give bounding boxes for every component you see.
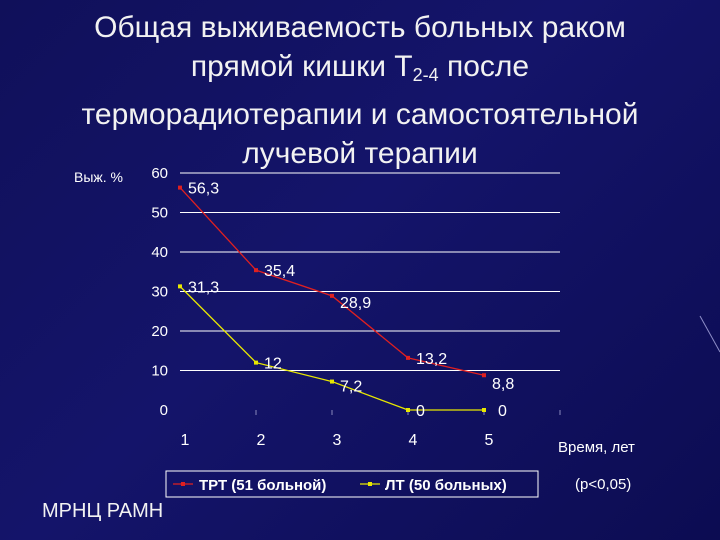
data-label-s1-2: 7,2	[340, 379, 362, 396]
x-tick-label-2: 2	[257, 432, 266, 449]
title-line-4: лучевой терапии	[242, 137, 478, 170]
legend-label-trt: ТРТ (51 больной)	[199, 477, 326, 494]
data-point-s0-1	[254, 268, 258, 273]
x-tick-label-4: 4	[409, 432, 418, 449]
y-tick-label-10: 10	[151, 363, 168, 380]
x-axis-label: Время, лет	[558, 439, 635, 456]
x-tick-label-5: 5	[485, 432, 494, 449]
data-point-s0-0	[178, 185, 182, 190]
x-tick-label-1: 1	[181, 432, 190, 449]
y-tick-label-0: 0	[160, 402, 168, 419]
title-subscript: 2-4	[412, 65, 439, 85]
grid-lines	[180, 172, 560, 371]
data-label-s0-0: 56,3	[188, 181, 219, 198]
title-line-3: терморадиотерапии и самостоятельной	[81, 98, 639, 131]
legend: ТРТ (51 больной) ЛТ (50 больных)	[165, 470, 539, 498]
data-label-s1-1: 12	[264, 356, 282, 373]
data-point-s0-3	[406, 355, 410, 360]
data-point-s0-4	[482, 373, 486, 378]
organization-label: МРНЦ РАМН	[42, 500, 164, 522]
series-line-1	[179, 285, 484, 411]
data-label-s1-3: 0	[416, 403, 425, 420]
data-label-s0-1: 35,4	[264, 263, 295, 280]
y-axis-label: Выж. %	[74, 169, 123, 185]
data-label-s0-4: 8,8	[492, 376, 514, 393]
legend-label-lt: ЛТ (50 больных)	[385, 477, 507, 494]
data-label-s0-3: 13,2	[416, 351, 447, 368]
legend-box	[165, 470, 539, 498]
series-line-0	[179, 187, 485, 376]
data-point-s1-2	[330, 379, 334, 384]
data-labels: 56,3 35,4 28,9 13,2 8,8 31,3 12 7,2 0 0	[188, 181, 514, 420]
legend-marker-trt	[181, 482, 185, 486]
data-point-s0-2	[330, 293, 334, 298]
data-point-s1-0	[178, 284, 182, 289]
title-line-2: прямой кишки Т2-4 после	[30, 47, 690, 95]
data-point-s1-4	[482, 408, 486, 412]
decorative-corner-line	[699, 315, 720, 353]
y-tick-label-40: 40	[151, 244, 168, 261]
data-label-s1-0: 31,3	[188, 279, 219, 296]
y-tick-label-30: 30	[151, 284, 168, 301]
data-label-s1-4: 0	[498, 403, 507, 420]
slide-title: Общая выживаемость больных раком прямой …	[30, 8, 690, 173]
legend-marker-lt	[368, 482, 372, 486]
y-tick-label-50: 50	[151, 205, 168, 222]
title-line-2-end: после	[438, 50, 530, 83]
data-label-s0-2: 28,9	[340, 295, 371, 312]
y-tick-label-60: 60	[151, 165, 168, 182]
data-point-s1-3	[406, 408, 410, 412]
title-line-1: Общая выживаемость больных раком	[94, 11, 626, 44]
significance-note: (p<0,05)	[575, 476, 631, 493]
x-tick-label-3: 3	[333, 432, 342, 449]
series-lines	[178, 185, 486, 412]
title-line-2-text: прямой кишки Т	[190, 50, 413, 83]
data-point-s1-1	[254, 360, 258, 365]
y-tick-label-20: 20	[151, 323, 168, 340]
